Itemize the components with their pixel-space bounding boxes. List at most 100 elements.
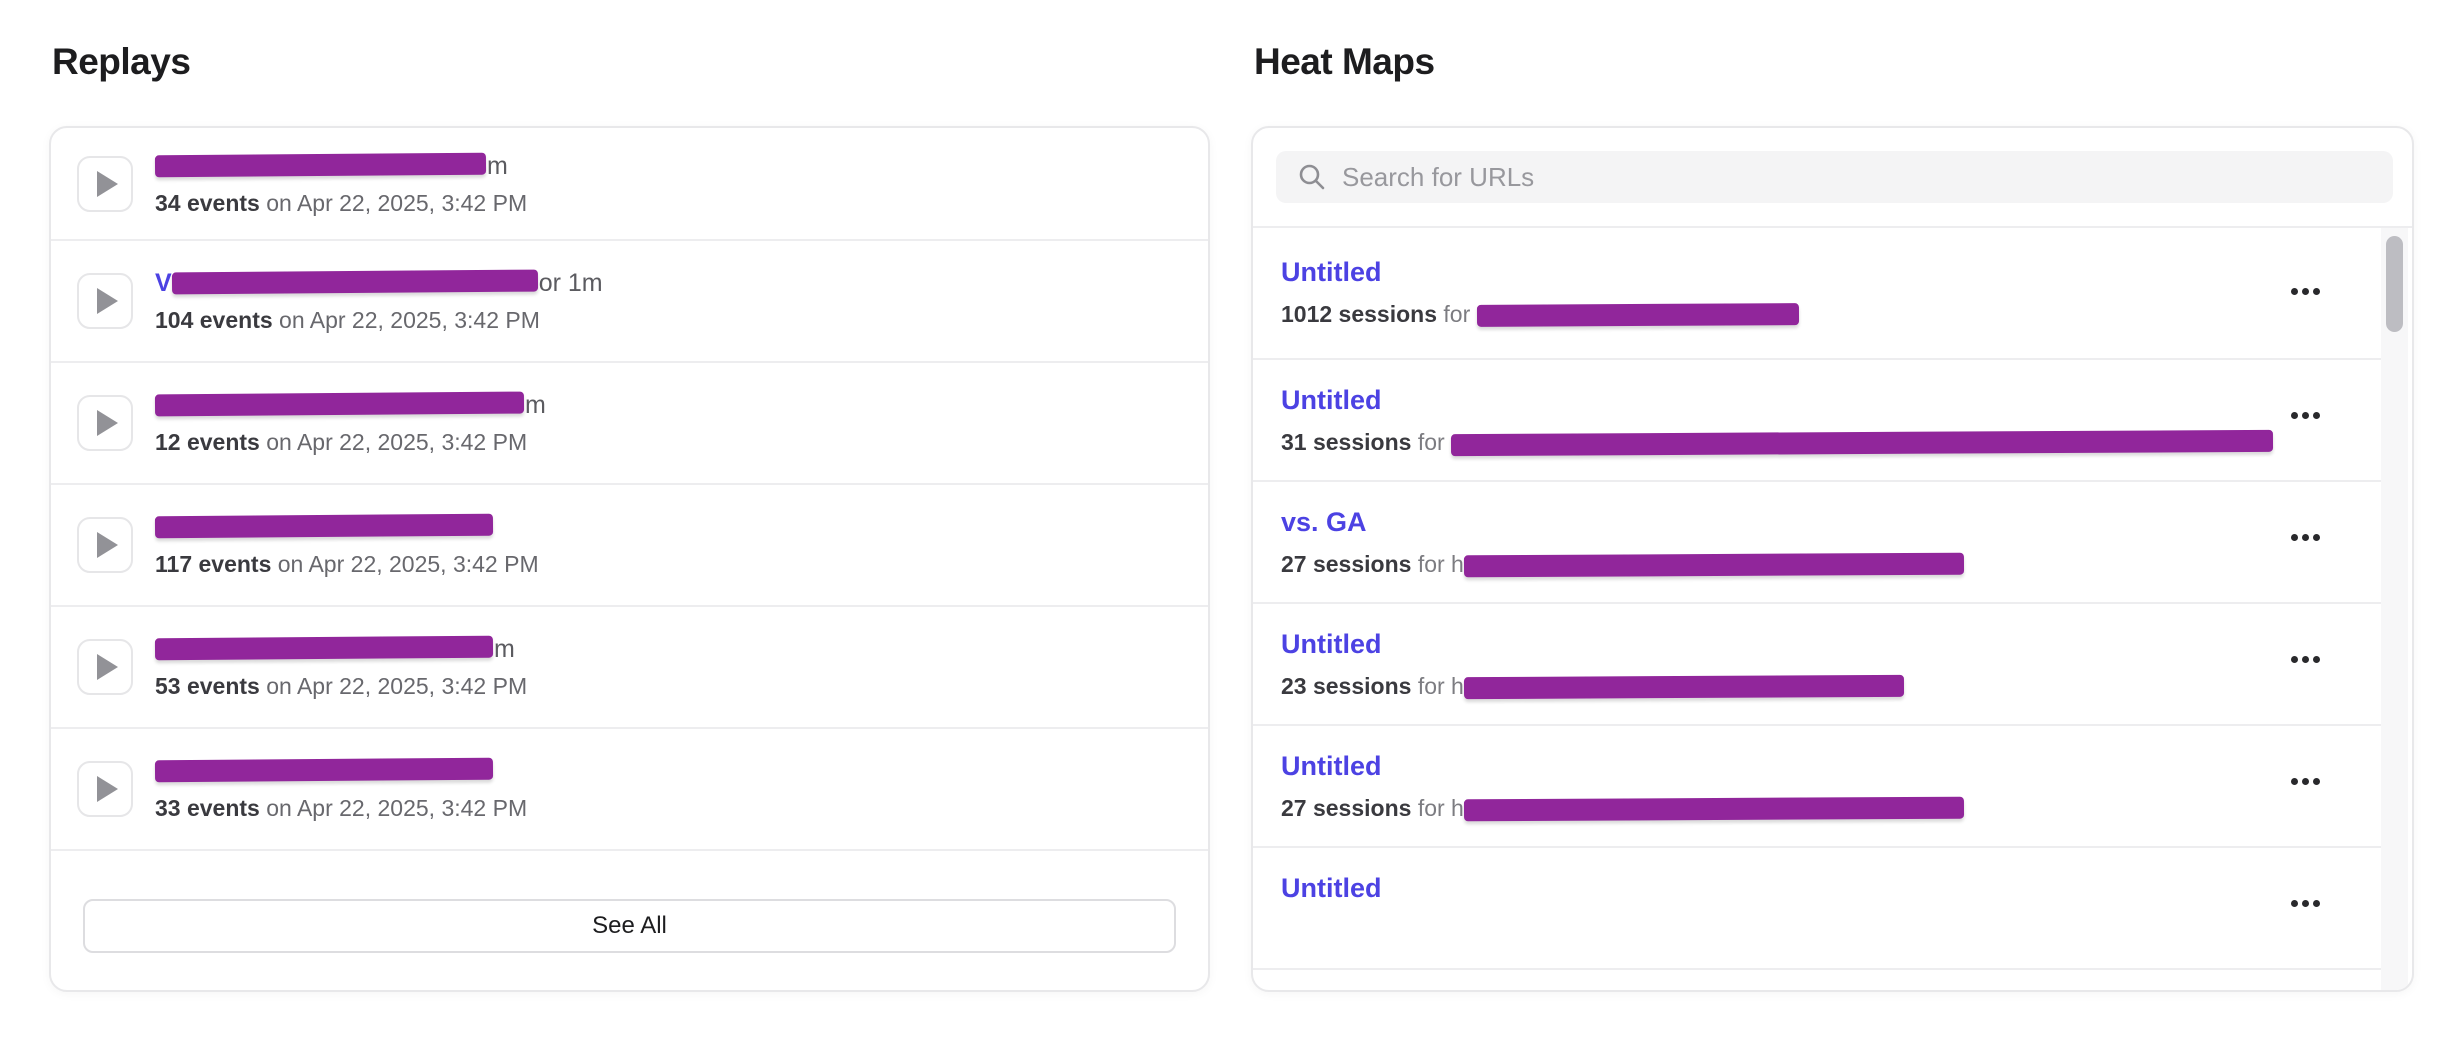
replay-meta: 53 events on Apr 22, 2025, 3:42 PM	[155, 673, 527, 700]
play-button[interactable]	[77, 273, 133, 329]
replay-timestamp: on Apr 22, 2025, 3:42 PM	[266, 189, 528, 216]
more-options-button[interactable]	[2287, 530, 2324, 545]
heatmap-sessions-line: 1012 sessions for	[1281, 301, 2261, 328]
more-options-button[interactable]	[2287, 896, 2324, 911]
replay-timestamp: on Apr 22, 2025, 3:42 PM	[266, 795, 528, 821]
for-label: for	[1417, 429, 1445, 455]
redaction-bar	[1463, 796, 1964, 822]
heatmap-sessions-line: 31 sessions for	[1281, 429, 2274, 457]
replay-timestamp: on Apr 22, 2025, 3:42 PM	[279, 307, 540, 333]
kebab-dot	[2313, 656, 2320, 663]
search-box	[1276, 151, 2393, 203]
replay-timestamp: on Apr 22, 2025, 3:42 PM	[266, 429, 528, 455]
replay-title-line[interactable]	[154, 512, 539, 542]
kebab-dot	[2291, 534, 2298, 541]
play-icon	[97, 410, 118, 436]
replay-text: m 53 events on Apr 22, 2025, 3:42 PM	[154, 634, 527, 700]
replay-title-line[interactable]: m	[154, 151, 527, 181]
kebab-dot	[2302, 656, 2309, 663]
redaction-bar	[154, 391, 525, 417]
play-button[interactable]	[77, 517, 133, 573]
heatmap-title-link[interactable]: Untitled	[1281, 751, 1382, 781]
heatmap-title-link[interactable]: vs. GA	[1281, 507, 1367, 537]
play-icon	[97, 288, 118, 314]
play-button[interactable]	[77, 639, 133, 695]
heatmap-title-link[interactable]: Untitled	[1281, 257, 1382, 287]
search-wrap	[1253, 128, 2412, 226]
replay-text: m 12 events on Apr 22, 2025, 3:42 PM	[154, 390, 546, 456]
replay-list-item: m 12 events on Apr 22, 2025, 3:42 PM	[51, 363, 1208, 485]
for-label: for	[1443, 301, 1471, 327]
see-all-button[interactable]: See All	[83, 899, 1176, 953]
play-button[interactable]	[77, 155, 133, 212]
replay-timestamp: on Apr 22, 2025, 3:42 PM	[277, 551, 539, 577]
url-peek: h	[1451, 551, 1464, 577]
redaction-bar	[171, 269, 538, 295]
play-button[interactable]	[77, 761, 133, 817]
kebab-dot	[2313, 534, 2320, 541]
heatmap-list-item: Untitled 1012 sessions for	[1253, 228, 2381, 360]
search-input[interactable]	[1276, 151, 2393, 203]
kebab-dot	[2291, 288, 2298, 295]
scrollbar-track[interactable]	[2381, 228, 2408, 990]
kebab-dot	[2291, 656, 2298, 663]
heatmap-title-link[interactable]: Untitled	[1281, 629, 1382, 659]
redaction-bar	[1450, 429, 2274, 457]
heatmap-list-item: Untitled 23 sessions for h	[1253, 604, 2381, 726]
play-icon	[97, 532, 118, 558]
heatmaps-title: Heat Maps	[1254, 41, 1435, 82]
kebab-dot	[2302, 778, 2309, 785]
heatmap-sessions-line: 27 sessions for h	[1281, 551, 2261, 578]
scrollbar-thumb[interactable]	[2386, 236, 2403, 332]
kebab-dot	[2291, 412, 2298, 419]
replay-title-line[interactable]: m	[154, 390, 546, 420]
kebab-dot	[2302, 900, 2309, 907]
heatmap-title-link[interactable]: Untitled	[1281, 385, 1382, 415]
replay-title-line[interactable]: m	[154, 634, 527, 664]
kebab-dot	[2291, 900, 2298, 907]
play-icon	[97, 654, 118, 680]
more-options-button[interactable]	[2287, 408, 2324, 423]
heatmap-list-item: vs. GA 27 sessions for h	[1253, 482, 2381, 604]
event-count: 104 events	[155, 307, 273, 333]
heatmaps-card: Untitled 1012 sessions for Untitled 31 s…	[1251, 126, 2414, 992]
more-options-button[interactable]	[2287, 774, 2324, 789]
redaction-bar	[154, 152, 487, 177]
replay-title-line[interactable]	[154, 756, 527, 786]
heatmap-title-link[interactable]: Untitled	[1281, 988, 1382, 990]
replay-text: 33 events on Apr 22, 2025, 3:42 PM	[154, 756, 528, 822]
replay-list-item: m 53 events on Apr 22, 2025, 3:42 PM	[51, 607, 1208, 729]
replay-meta: 117 events on Apr 22, 2025, 3:42 PM	[155, 551, 539, 578]
kebab-dot	[2313, 900, 2320, 907]
session-count: 27 sessions	[1281, 551, 1412, 577]
event-count: 117 events	[155, 551, 272, 577]
redaction-bar	[1463, 674, 1904, 700]
kebab-dot	[2302, 288, 2309, 295]
for-label: for	[1417, 795, 1445, 821]
heatmap-sessions-line: 27 sessions for h	[1281, 795, 2261, 822]
replay-text: m 34 events on Apr 22, 2025, 3:42 PM	[154, 151, 527, 217]
heatmap-title-link[interactable]: Untitled	[1281, 873, 1382, 903]
replay-timestamp: on Apr 22, 2025, 3:42 PM	[266, 673, 528, 699]
redaction-bar	[154, 757, 494, 783]
replay-meta: 34 events on Apr 22, 2025, 3:42 PM	[155, 190, 527, 217]
visit-duration-peek: m	[494, 635, 515, 663]
replay-meta: 12 events on Apr 22, 2025, 3:42 PM	[155, 429, 546, 456]
heatmap-list-item: Untitled	[1253, 970, 2381, 990]
play-icon	[97, 170, 118, 197]
replay-list-item: m 34 events on Apr 22, 2025, 3:42 PM	[51, 128, 1208, 241]
visitor-name-peek: V	[155, 269, 172, 297]
play-button[interactable]	[77, 395, 133, 451]
kebab-dot	[2313, 778, 2320, 785]
more-options-button[interactable]	[2287, 284, 2324, 299]
event-count: 34 events	[155, 189, 260, 216]
visit-duration-peek: or 1m	[538, 269, 603, 297]
visit-duration-peek: m	[525, 391, 546, 419]
more-options-button[interactable]	[2287, 652, 2324, 667]
heatmap-sessions-line: 23 sessions for h	[1281, 673, 2261, 700]
